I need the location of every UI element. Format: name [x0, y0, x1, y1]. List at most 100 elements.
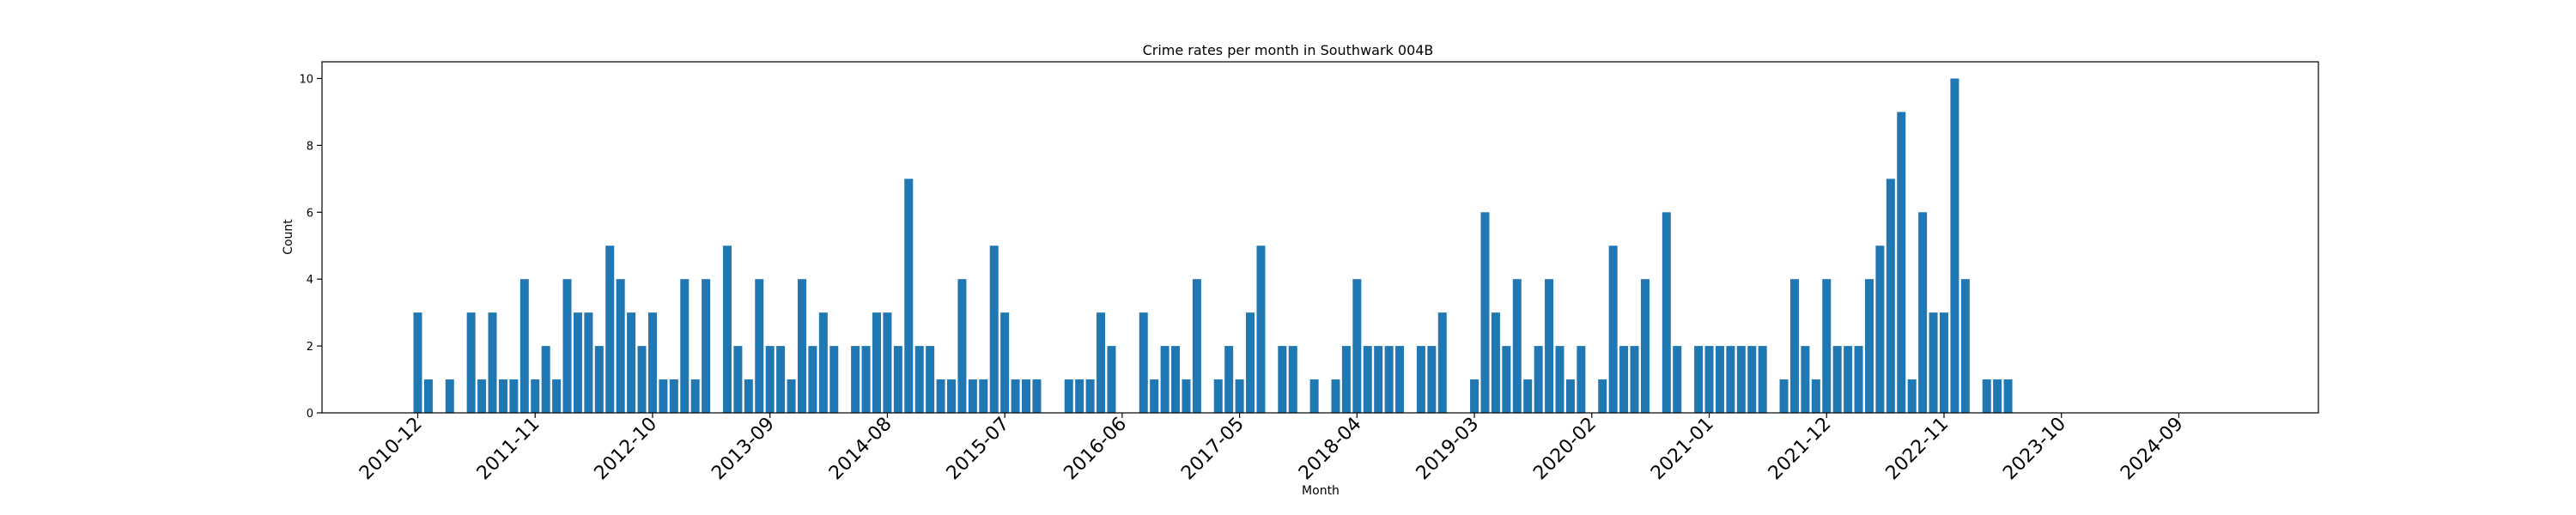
bar: [914, 346, 924, 413]
bar: [1427, 346, 1437, 413]
bar: [1844, 346, 1853, 413]
bar: [2003, 379, 2013, 413]
bar: [797, 279, 806, 413]
x-tick-label: 2013-09: [708, 414, 779, 485]
bar: [690, 379, 700, 413]
bar: [659, 379, 668, 413]
bar: [1993, 379, 2002, 413]
bar: [851, 346, 860, 413]
bar: [498, 379, 507, 413]
bar: [1534, 346, 1543, 413]
x-tick-label: 2018-04: [1295, 414, 1366, 485]
bar: [1000, 312, 1010, 413]
bar: [1565, 379, 1575, 413]
x-tick-label: 2019-03: [1413, 414, 1484, 485]
bar: [1480, 212, 1490, 413]
plot-frame: [321, 61, 2319, 414]
bar: [1758, 346, 1767, 413]
bar: [1085, 379, 1095, 413]
bar: [765, 346, 775, 413]
bar: [1726, 346, 1735, 413]
bar: [1704, 346, 1714, 413]
bar: [1171, 346, 1181, 413]
bar: [423, 379, 433, 413]
bar: [1075, 379, 1084, 413]
x-tick-label: 2023-10: [1999, 414, 2070, 485]
bar: [1064, 379, 1073, 413]
y-tick-label: 6: [307, 207, 313, 220]
y-axis-label: Count: [282, 219, 295, 255]
bar: [1416, 346, 1425, 413]
bar: [733, 346, 743, 413]
bar: [594, 346, 604, 413]
x-tick-label: 2011-11: [473, 414, 544, 485]
bar: [1331, 379, 1340, 413]
y-tick-label: 4: [307, 274, 313, 287]
chart-title: Crime rates per month in Southwark 004B: [1143, 42, 1434, 58]
bar: [466, 312, 476, 413]
bar: [1875, 245, 1885, 413]
bar: [1822, 279, 1832, 413]
bar: [872, 312, 881, 413]
bar: [1897, 112, 1906, 413]
x-axis-label: Month: [1302, 484, 1340, 498]
bar: [1854, 346, 1863, 413]
bar: [1950, 78, 1959, 413]
bar: [627, 312, 636, 413]
bar: [1352, 279, 1362, 413]
bar: [1779, 379, 1789, 413]
bar: [1363, 346, 1372, 413]
bar: [1630, 346, 1639, 413]
bar: [861, 346, 871, 413]
bar: [1437, 312, 1447, 413]
bar: [926, 346, 935, 413]
bar: [1694, 346, 1704, 413]
bar: [1288, 346, 1297, 413]
bar: [1640, 279, 1649, 413]
bar: [1341, 346, 1351, 413]
bar: [1022, 379, 1031, 413]
bar: [989, 245, 999, 413]
bar: [413, 312, 422, 413]
bar: [1545, 279, 1554, 413]
bar: [744, 379, 753, 413]
bar: [669, 379, 678, 413]
bar: [1182, 379, 1191, 413]
bar: [722, 245, 732, 413]
bar: [647, 312, 657, 413]
bar: [477, 379, 487, 413]
x-tick-label: 2015-07: [943, 414, 1014, 485]
x-tick-label: 2020-02: [1529, 414, 1601, 485]
bar: [808, 346, 817, 413]
bar: [1256, 245, 1266, 413]
x-tick-label: 2014-08: [825, 414, 896, 485]
bar: [968, 379, 977, 413]
bar: [1224, 346, 1234, 413]
bar: [1395, 346, 1405, 413]
x-tick-label: 2021-01: [1647, 414, 1718, 485]
x-tick-label: 2012-10: [591, 414, 662, 485]
bar: [562, 279, 572, 413]
bar: [1192, 279, 1201, 413]
bar: [1801, 346, 1810, 413]
bar: [957, 279, 967, 413]
bar: [1139, 312, 1148, 413]
bar: [573, 312, 582, 413]
bar: [1246, 312, 1255, 413]
x-tick-label: 2022-11: [1882, 414, 1953, 485]
bar: [787, 379, 796, 413]
x-tick-label: 2017-05: [1177, 414, 1249, 485]
bar: [1107, 346, 1116, 413]
x-tick-label: 2016-06: [1060, 414, 1131, 485]
x-tick-label: 2010-12: [355, 414, 427, 485]
bar: [1011, 379, 1020, 413]
bar: [541, 346, 550, 413]
bar: [1918, 212, 1928, 413]
bar: [1278, 346, 1287, 413]
bar: [1491, 312, 1500, 413]
y-tick-label: 8: [307, 140, 313, 153]
bar: [509, 379, 519, 413]
bar: [1789, 279, 1799, 413]
bar: [1097, 312, 1106, 413]
